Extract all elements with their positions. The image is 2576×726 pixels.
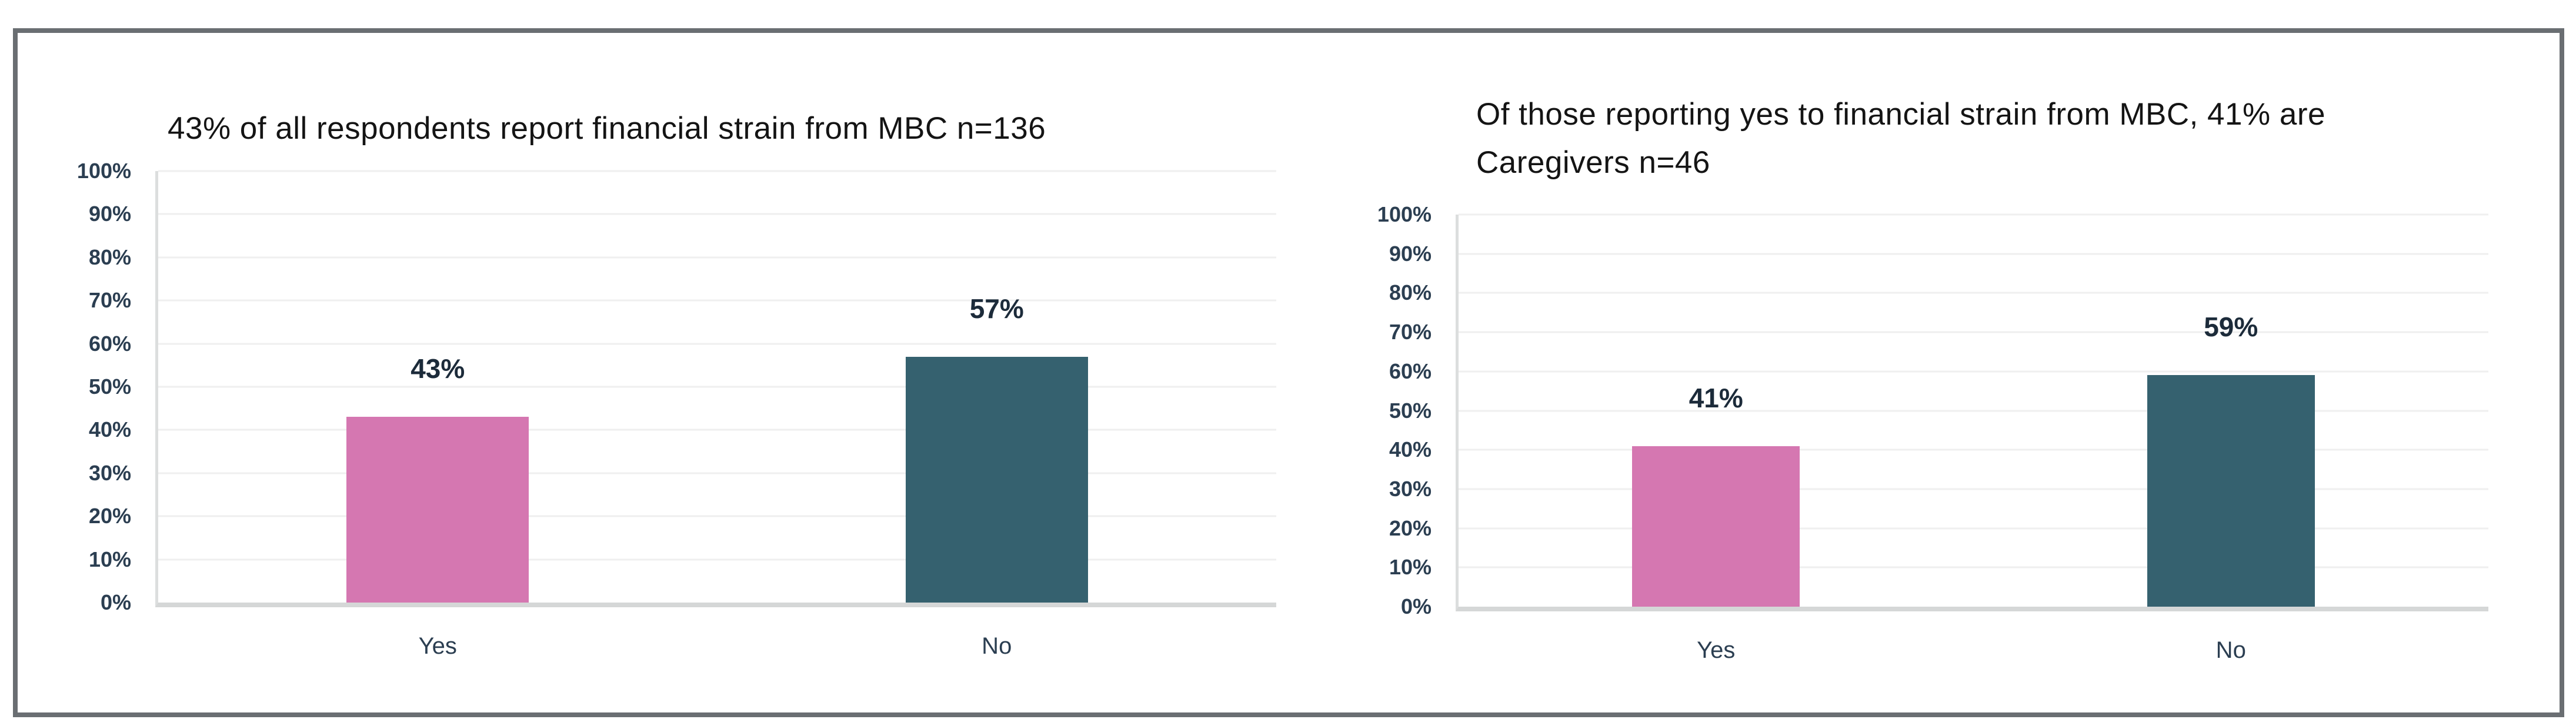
- y-axis-tick-labels: 0% 10% 20% 30% 40% 50% 60% 70% 80% 90% 100%: [1377, 202, 2488, 618]
- y-axis-tick-label: 0%: [1400, 594, 1432, 618]
- gridline: [158, 429, 1276, 431]
- gridline: [158, 472, 1276, 474]
- x-axis-label-no: No: [982, 633, 1012, 659]
- y-axis-tick-label: 60%: [88, 331, 131, 356]
- y-axis-tick-label: 30%: [88, 460, 131, 485]
- bar-no: [2147, 375, 2315, 607]
- bar-yes: [346, 417, 529, 603]
- y-axis-tick-label: 0%: [100, 590, 131, 614]
- y-axis-tick-labels: 0% 10% 20% 30% 40% 50% 60% 70% 80% 90% 100%: [77, 159, 1276, 614]
- y-axis-tick-label: 80%: [1389, 280, 1432, 305]
- x-axis-labels: Yes No: [158, 171, 1276, 659]
- gridline: [1459, 253, 2488, 255]
- gridline: [1459, 527, 2488, 530]
- bar-value-label: 59%: [2204, 312, 2258, 343]
- gridline: [158, 386, 1276, 388]
- gridline: [1459, 370, 2488, 373]
- y-axis-tick-label: 70%: [88, 288, 131, 313]
- y-axis-tick-label: 20%: [88, 504, 131, 528]
- chart-title: Of those reporting yes to financial stra…: [1476, 97, 2325, 180]
- gridlines: [1459, 213, 2488, 607]
- x-axis-label-yes: Yes: [1697, 637, 1736, 663]
- gridline: [1459, 410, 2488, 411]
- y-axis-tick-label: 30%: [1389, 476, 1432, 501]
- gridline: [1459, 488, 2488, 490]
- bar-yes: [1632, 446, 1800, 607]
- gridline: [158, 170, 1276, 172]
- gridline: [158, 558, 1276, 561]
- gridline: [158, 256, 1276, 259]
- x-axis-labels: Yes No: [1459, 215, 2488, 663]
- chart-caregivers: Of those reporting yes to financial stra…: [1288, 33, 2555, 712]
- y-axis-tick-label: 40%: [1389, 437, 1432, 462]
- bar-value-label: 41%: [1689, 382, 1743, 413]
- y-axis-tick-label: 10%: [88, 547, 131, 571]
- bar-value-label: 57%: [969, 293, 1024, 324]
- chart-title: 43% of all respondents report financial …: [168, 111, 1046, 146]
- gridline: [158, 213, 1276, 215]
- gridline: [158, 299, 1276, 302]
- gridline: [1459, 566, 2488, 568]
- bar-no: [905, 356, 1088, 603]
- gridlines: [158, 170, 1276, 603]
- chart-all-respondents: 43% of all respondents report financial …: [18, 33, 1288, 712]
- y-axis-tick-label: 70%: [1389, 320, 1432, 344]
- plot-area: 0% 10% 20% 30% 40% 50% 60% 70% 80% 90% 100% 41% 59%…: [1377, 202, 2488, 663]
- gridline: [158, 515, 1276, 517]
- y-axis-tick-label: 10%: [1389, 555, 1432, 580]
- y-axis-tick-label: 20%: [1389, 516, 1432, 540]
- bars: 41% 59%: [1459, 215, 2488, 607]
- gridline: [158, 343, 1276, 345]
- x-axis-label-no: No: [2215, 637, 2246, 663]
- gridline: [1459, 449, 2488, 451]
- y-axis-tick-label: 90%: [88, 202, 131, 226]
- gridline: [1459, 292, 2488, 294]
- y-axis-tick-label: 90%: [1389, 241, 1432, 266]
- y-axis-tick-label: 100%: [76, 159, 131, 183]
- bars: 43% 57%: [158, 171, 1276, 603]
- x-axis-label-yes: Yes: [418, 633, 457, 659]
- y-axis-tick-label: 50%: [88, 374, 131, 399]
- bar-value-label: 43%: [411, 353, 465, 384]
- plot-area: 0% 10% 20% 30% 40% 50% 60% 70% 80% 90% 100% 43% 57%…: [77, 159, 1276, 659]
- gridline: [1459, 213, 2488, 216]
- y-axis-tick-label: 100%: [1377, 202, 1432, 226]
- chart-frame-border: 43% of all respondents report financial …: [13, 28, 2564, 717]
- y-axis-tick-label: 40%: [88, 417, 131, 442]
- y-axis-tick-label: 60%: [1389, 359, 1432, 383]
- y-axis-tick-label: 50%: [1389, 398, 1432, 423]
- gridline: [1459, 331, 2488, 333]
- y-axis-tick-label: 80%: [88, 245, 131, 269]
